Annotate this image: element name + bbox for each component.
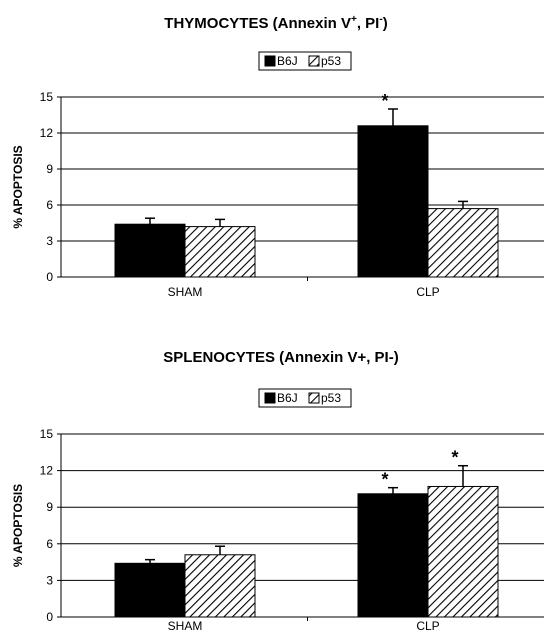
- significance-asterisk: *: [381, 91, 388, 111]
- chart2-title: SPLENOCYTES (Annexin V+, PI-): [163, 349, 398, 366]
- chart2-plot: B6J p53 0 3 6 9 12 15 % APOPTOSIS SHAM * * CLP: [11, 388, 544, 633]
- legend: B6J p53: [258, 51, 352, 71]
- y-axis-label: % APOPTOSIS: [11, 145, 25, 228]
- legend-swatch-p53: [308, 55, 320, 67]
- y-tick-label: 9: [46, 162, 53, 176]
- legend-label-p53: p53: [321, 391, 341, 405]
- x-category-label: CLP: [416, 619, 439, 633]
- bar-b6j-sham: [114, 223, 186, 278]
- y-tick-label: 3: [46, 573, 53, 587]
- y-axis-label: % APOPTOSIS: [11, 484, 25, 567]
- bar-b6j-clp: [357, 125, 429, 278]
- legend: B6J p53: [258, 388, 352, 408]
- legend-swatch-p53: [308, 392, 320, 404]
- y-tick-label: 6: [46, 198, 53, 212]
- bar-b6j-sham: [114, 562, 186, 618]
- legend-box: [258, 51, 352, 71]
- y-tick-label: 15: [40, 90, 54, 104]
- x-category-label: SHAM: [168, 619, 203, 633]
- y-tick-label: 15: [40, 427, 54, 441]
- significance-asterisk: *: [451, 448, 458, 468]
- x-category-label: SHAM: [168, 285, 203, 299]
- y-tick-label: 12: [40, 464, 54, 478]
- chart1-plot: B6J p53 0 3 6 9 12 15 % APOPTOSIS SHAM * CLP: [11, 51, 544, 299]
- y-tick-label: 0: [46, 610, 53, 624]
- y-tick-label: 9: [46, 500, 53, 514]
- legend-label-b6j: B6J: [277, 391, 298, 405]
- y-tick-label: 12: [40, 126, 54, 140]
- legend-label-b6j: B6J: [277, 54, 298, 68]
- significance-asterisk: *: [381, 470, 388, 490]
- legend-swatch-b6j: [264, 55, 276, 67]
- y-tick-label: 6: [46, 537, 53, 551]
- bar-p53-sham: [184, 226, 256, 278]
- legend-box: [258, 388, 352, 408]
- x-category-label: CLP: [416, 285, 439, 299]
- bar-p53-clp: [427, 208, 499, 278]
- y-tick-label: 3: [46, 234, 53, 248]
- y-tick-label: 0: [46, 270, 53, 284]
- bar-p53-sham: [184, 554, 256, 618]
- bar-p53-clp: [427, 485, 499, 618]
- legend-label-p53: p53: [321, 54, 341, 68]
- legend-swatch-b6j: [264, 392, 276, 404]
- chart1-title: THYMOCYTES (Annexin V+, PI-): [164, 14, 387, 32]
- bar-b6j-clp: [357, 493, 429, 618]
